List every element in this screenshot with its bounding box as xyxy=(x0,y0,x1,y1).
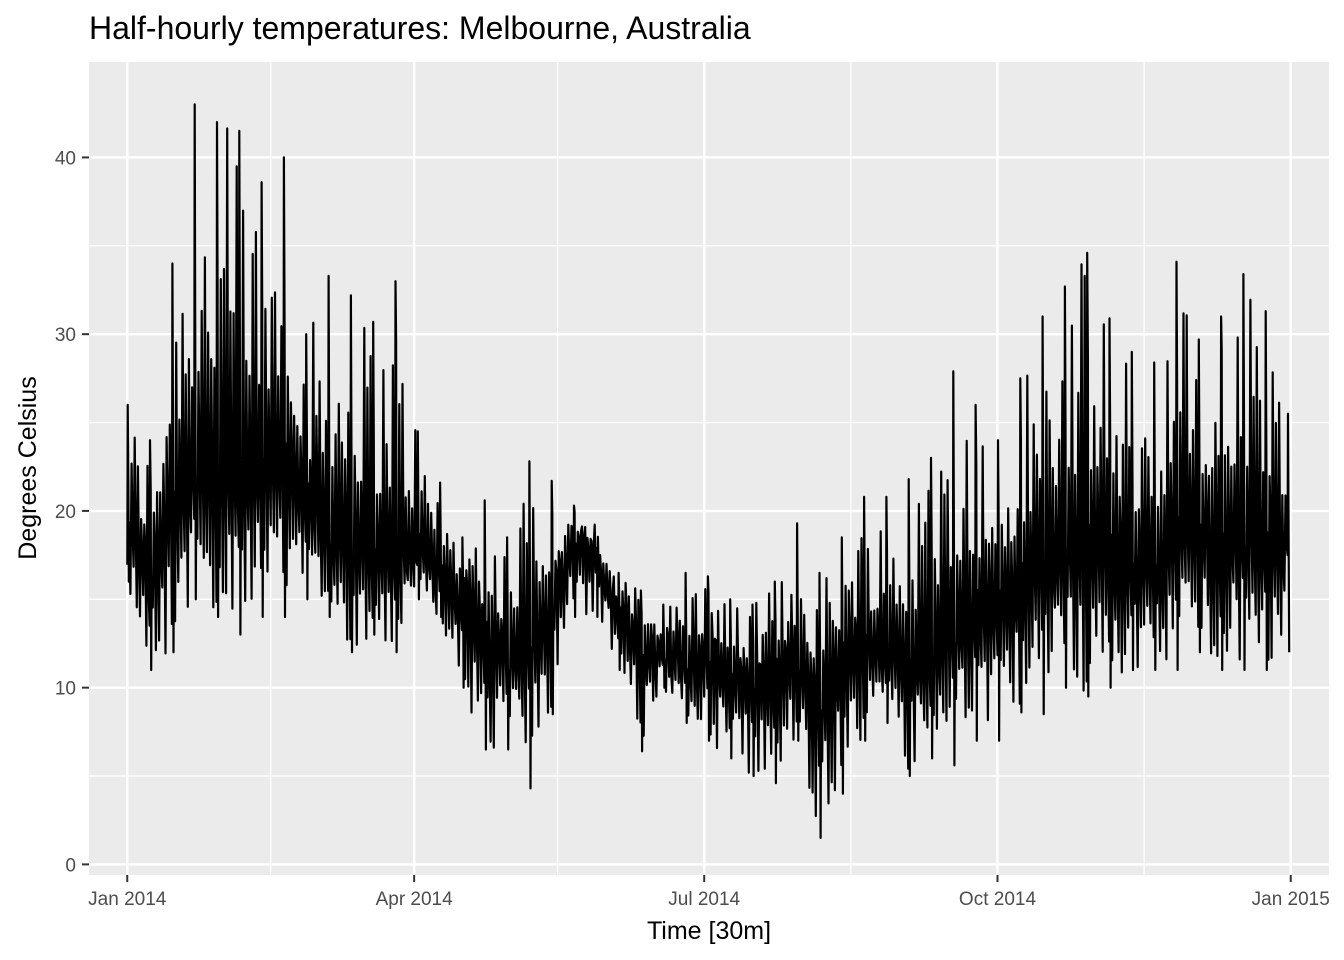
x-tick-label: Oct 2014 xyxy=(959,889,1037,910)
y-tick-label: 30 xyxy=(55,325,76,346)
y-tick-label: 20 xyxy=(55,502,76,523)
x-axis: Jan 2014 Apr 2014 Jul 2014 Oct 2014 Jan 2015 xyxy=(88,875,1330,910)
chart-title: Half-hourly temperatures: Melbourne, Aus… xyxy=(89,10,751,46)
y-axis-title: Degrees Celsius xyxy=(14,376,42,559)
data-series xyxy=(126,103,1291,839)
x-tick-label: Jan 2014 xyxy=(88,889,167,910)
x-tick-label: Jul 2014 xyxy=(668,889,740,910)
y-tick-label: 0 xyxy=(65,855,76,876)
y-tick-label: 40 xyxy=(55,148,76,169)
x-tick-label: Jan 2015 xyxy=(1252,889,1330,910)
y-axis: 0 10 20 30 40 xyxy=(55,148,89,876)
x-tick-label: Apr 2014 xyxy=(376,889,454,910)
series-line xyxy=(126,103,1291,839)
y-tick-label: 10 xyxy=(55,679,76,700)
x-axis-title: Time [30m] xyxy=(647,917,771,945)
